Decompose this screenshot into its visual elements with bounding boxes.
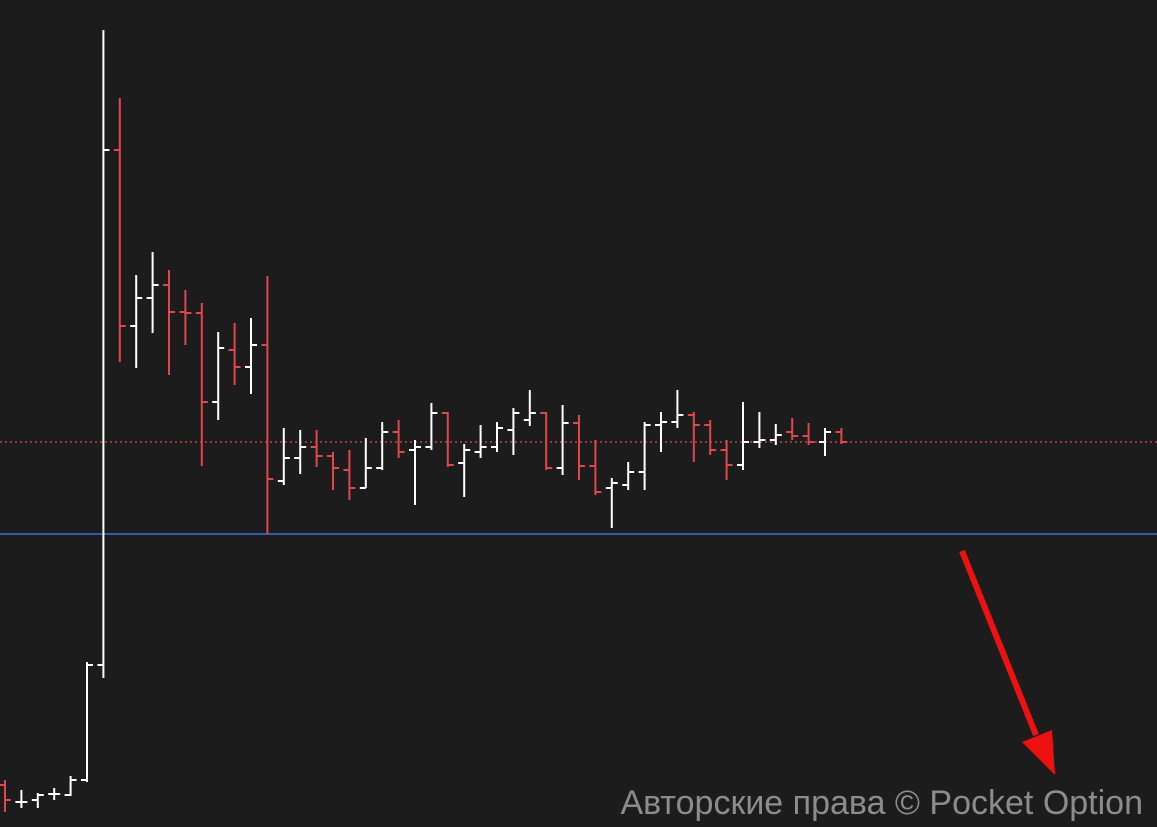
plot-area <box>0 30 1157 812</box>
watermark: Авторские права © Pocket Option <box>620 784 1143 822</box>
arrow-head <box>1022 730 1055 775</box>
arrow-shaft <box>959 549 1039 737</box>
